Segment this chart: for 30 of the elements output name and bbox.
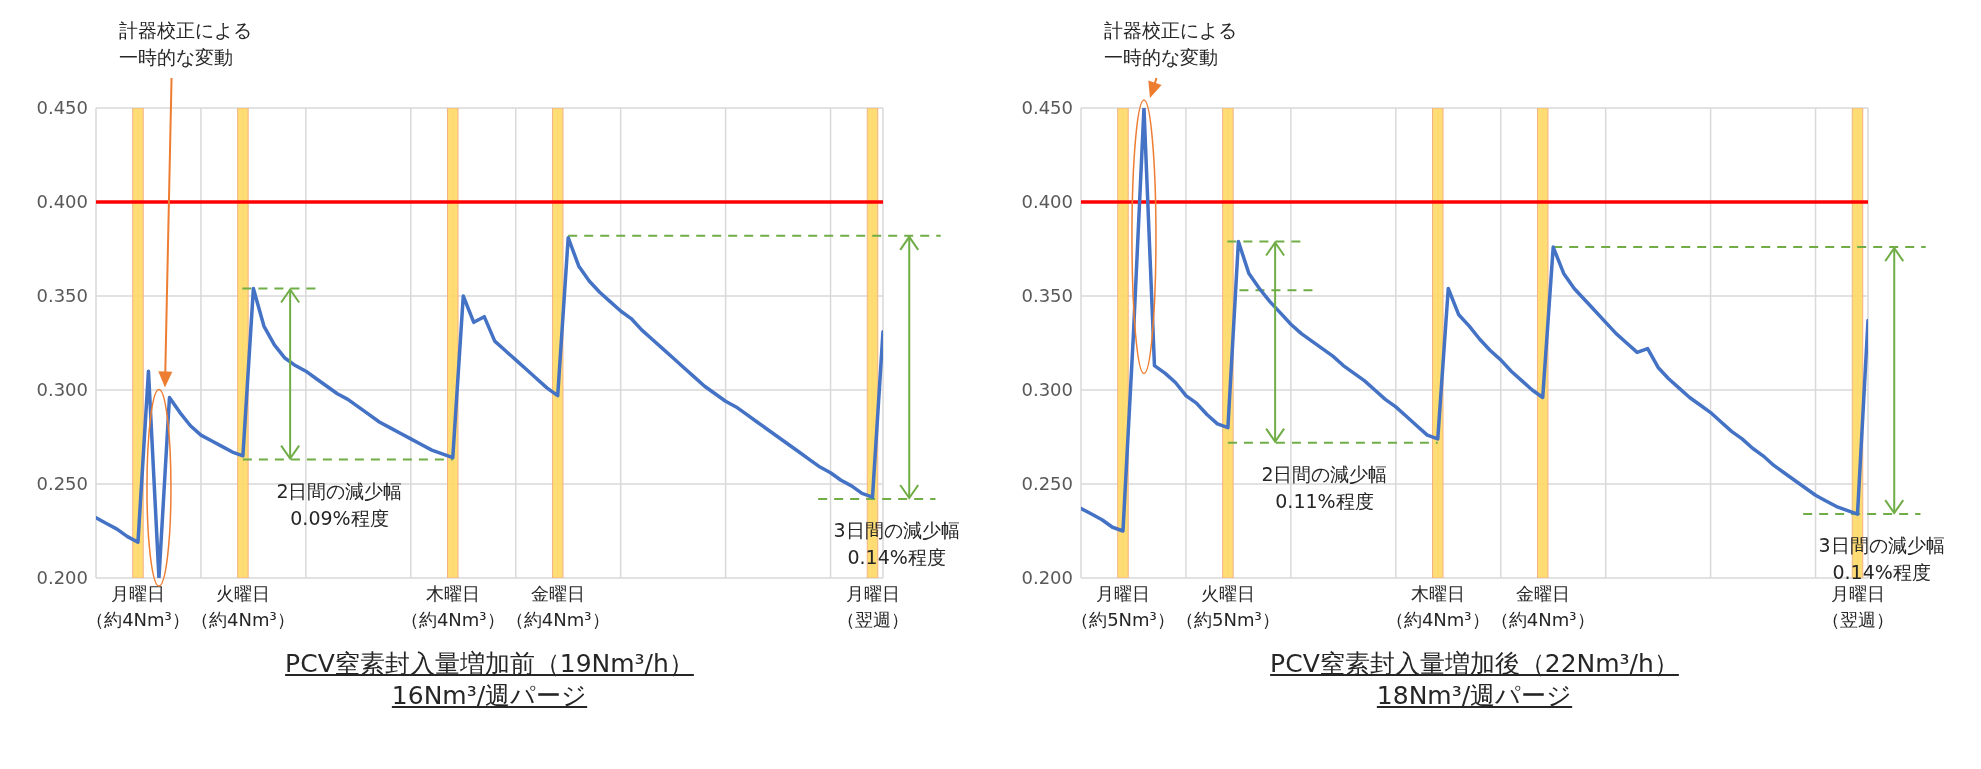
y-tick-label: 0.350: [36, 285, 88, 307]
y-tick-label: 0.300: [36, 379, 88, 401]
x-tick-label: 木曜日（約4Nm³）: [1385, 583, 1490, 630]
x-tick-label: 火曜日（約4Nm³）: [191, 583, 295, 630]
text: 計器校正による一時的な変動: [118, 19, 252, 69]
y-tick-label: 0.400: [36, 191, 88, 213]
x-tick-label: 月曜日（約5Nm³）: [1071, 583, 1175, 630]
y-tick-label: 0.450: [36, 97, 88, 119]
y-tick-label: 0.300: [1021, 379, 1073, 401]
text: PCV窒素封入量増加前（19Nm³/h）: [285, 649, 694, 678]
y-tick-label: 0.350: [1021, 285, 1073, 307]
annotation: 2日間の減少幅0.11%程度: [1261, 462, 1388, 512]
y-tick-label: 0.250: [1021, 473, 1073, 495]
y-tick-label: 0.200: [36, 567, 88, 589]
y-tick-label: 0.450: [1021, 97, 1073, 119]
x-tick-label: 金曜日（約4Nm³）: [505, 583, 610, 630]
text: 計器校正による一時的な変動: [1103, 19, 1237, 69]
y-tick-label: 0.200: [1021, 567, 1073, 589]
text: 16Nm³/週パージ: [391, 681, 588, 710]
x-tick-label: 月曜日（翌週）: [1821, 583, 1894, 630]
x-tick-label: 木曜日（約4Nm³）: [400, 583, 505, 630]
text: PCV窒素封入量増加後（22Nm³/h）: [1270, 649, 1679, 678]
y-tick-label: 0.250: [36, 473, 88, 495]
annotation: 2日間の減少幅0.09%程度: [276, 479, 403, 529]
y-tick-label: 0.400: [1021, 191, 1073, 213]
x-tick-label: 月曜日（約4Nm³）: [86, 583, 190, 630]
x-tick-label: 金曜日（約4Nm³）: [1490, 583, 1595, 630]
x-tick-label: 火曜日（約5Nm³）: [1176, 583, 1280, 630]
x-tick-label: 月曜日（翌週）: [836, 583, 909, 630]
text: 18Nm³/週パージ: [1376, 681, 1573, 710]
